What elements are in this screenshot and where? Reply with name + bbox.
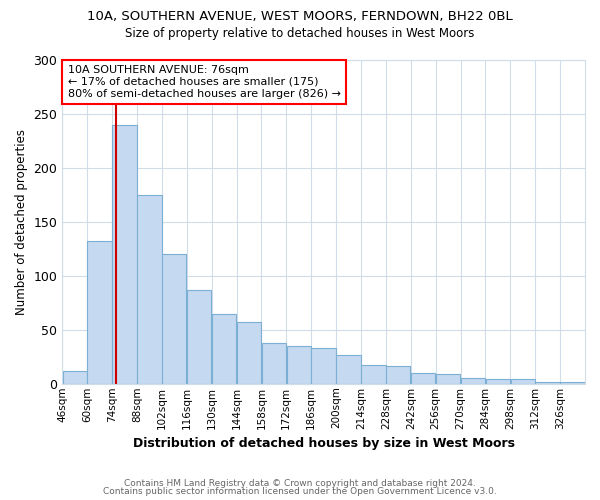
Bar	[162, 254, 187, 384]
Bar	[187, 290, 211, 384]
Bar	[62, 371, 87, 384]
Bar	[560, 382, 585, 384]
Bar	[386, 366, 410, 384]
Bar	[237, 322, 261, 384]
Bar	[137, 195, 161, 384]
Text: Contains HM Land Registry data © Crown copyright and database right 2024.: Contains HM Land Registry data © Crown c…	[124, 478, 476, 488]
Bar	[361, 366, 386, 384]
Bar	[511, 380, 535, 384]
Bar	[461, 378, 485, 384]
Bar	[436, 374, 460, 384]
Bar	[212, 314, 236, 384]
Bar	[88, 242, 112, 384]
Text: 10A SOUTHERN AVENUE: 76sqm
← 17% of detached houses are smaller (175)
80% of sem: 10A SOUTHERN AVENUE: 76sqm ← 17% of deta…	[68, 66, 341, 98]
Text: Size of property relative to detached houses in West Moors: Size of property relative to detached ho…	[125, 28, 475, 40]
Bar	[337, 354, 361, 384]
Bar	[411, 373, 436, 384]
Text: 10A, SOUTHERN AVENUE, WEST MOORS, FERNDOWN, BH22 0BL: 10A, SOUTHERN AVENUE, WEST MOORS, FERNDO…	[87, 10, 513, 23]
Bar	[311, 348, 336, 384]
Text: Contains public sector information licensed under the Open Government Licence v3: Contains public sector information licen…	[103, 487, 497, 496]
Bar	[486, 380, 510, 384]
X-axis label: Distribution of detached houses by size in West Moors: Distribution of detached houses by size …	[133, 437, 515, 450]
Bar	[535, 382, 560, 384]
Bar	[262, 343, 286, 384]
Bar	[112, 125, 137, 384]
Y-axis label: Number of detached properties: Number of detached properties	[15, 129, 28, 315]
Bar	[287, 346, 311, 384]
